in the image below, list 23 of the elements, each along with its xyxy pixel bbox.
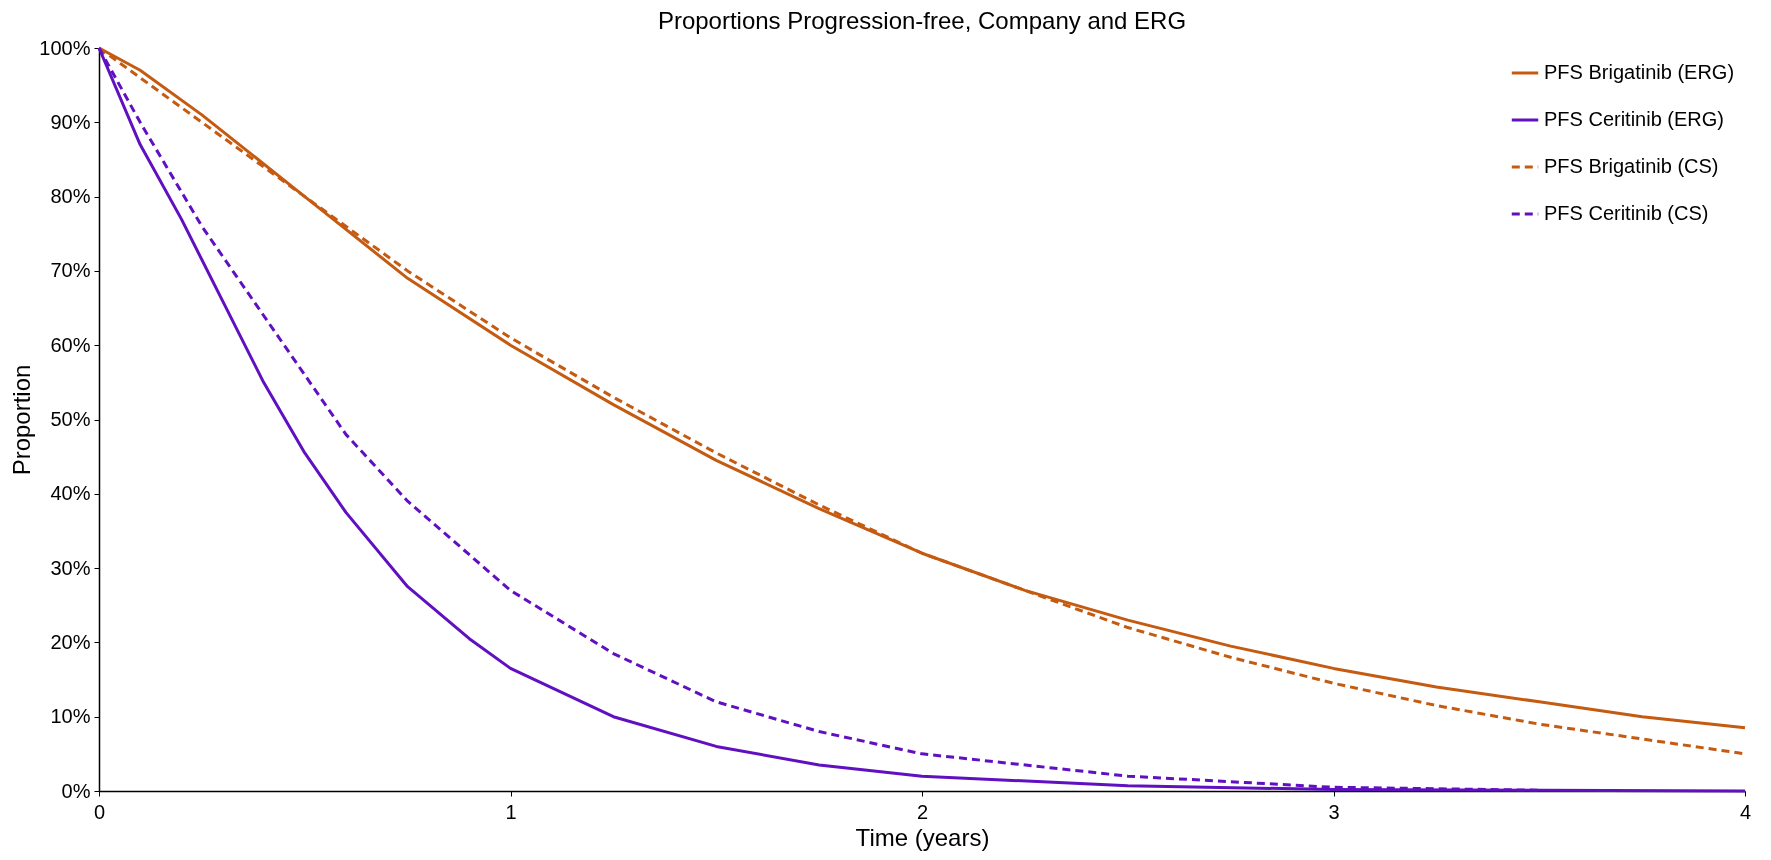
y-axis-title: Proportion: [8, 364, 36, 476]
legend-label: PFS Brigatinib (CS): [1544, 155, 1719, 177]
y-tick-label: 90%: [50, 110, 91, 133]
x-tick-label: 1: [505, 800, 517, 823]
y-tick-label: 40%: [50, 482, 91, 505]
legend-label: PFS Brigatinib (ERG): [1544, 61, 1735, 83]
legend-label: PFS Ceritinib (CS): [1544, 202, 1709, 224]
y-tick-label: 80%: [50, 185, 91, 208]
chart-title: Proportions Progression-free, Company and ERG: [657, 7, 1187, 34]
y-tick-label: 30%: [50, 556, 91, 579]
y-tick-label: 60%: [50, 333, 91, 356]
y-tick-label: 10%: [50, 705, 91, 728]
y-tick-label: 20%: [50, 630, 91, 653]
x-axis-title: Time (years): [855, 823, 990, 851]
y-tick-label: 100%: [39, 36, 91, 59]
y-tick-label: 70%: [50, 259, 91, 282]
x-tick-label: 3: [1328, 800, 1340, 823]
x-tick-label: 0: [93, 800, 106, 823]
y-tick-label: 0%: [61, 779, 91, 802]
y-tick-label: 50%: [50, 408, 91, 430]
x-tick-label: 2: [916, 800, 929, 823]
x-tick-label: 4: [1739, 800, 1752, 823]
legend-label: PFS Ceritinib (ERG): [1544, 108, 1725, 130]
